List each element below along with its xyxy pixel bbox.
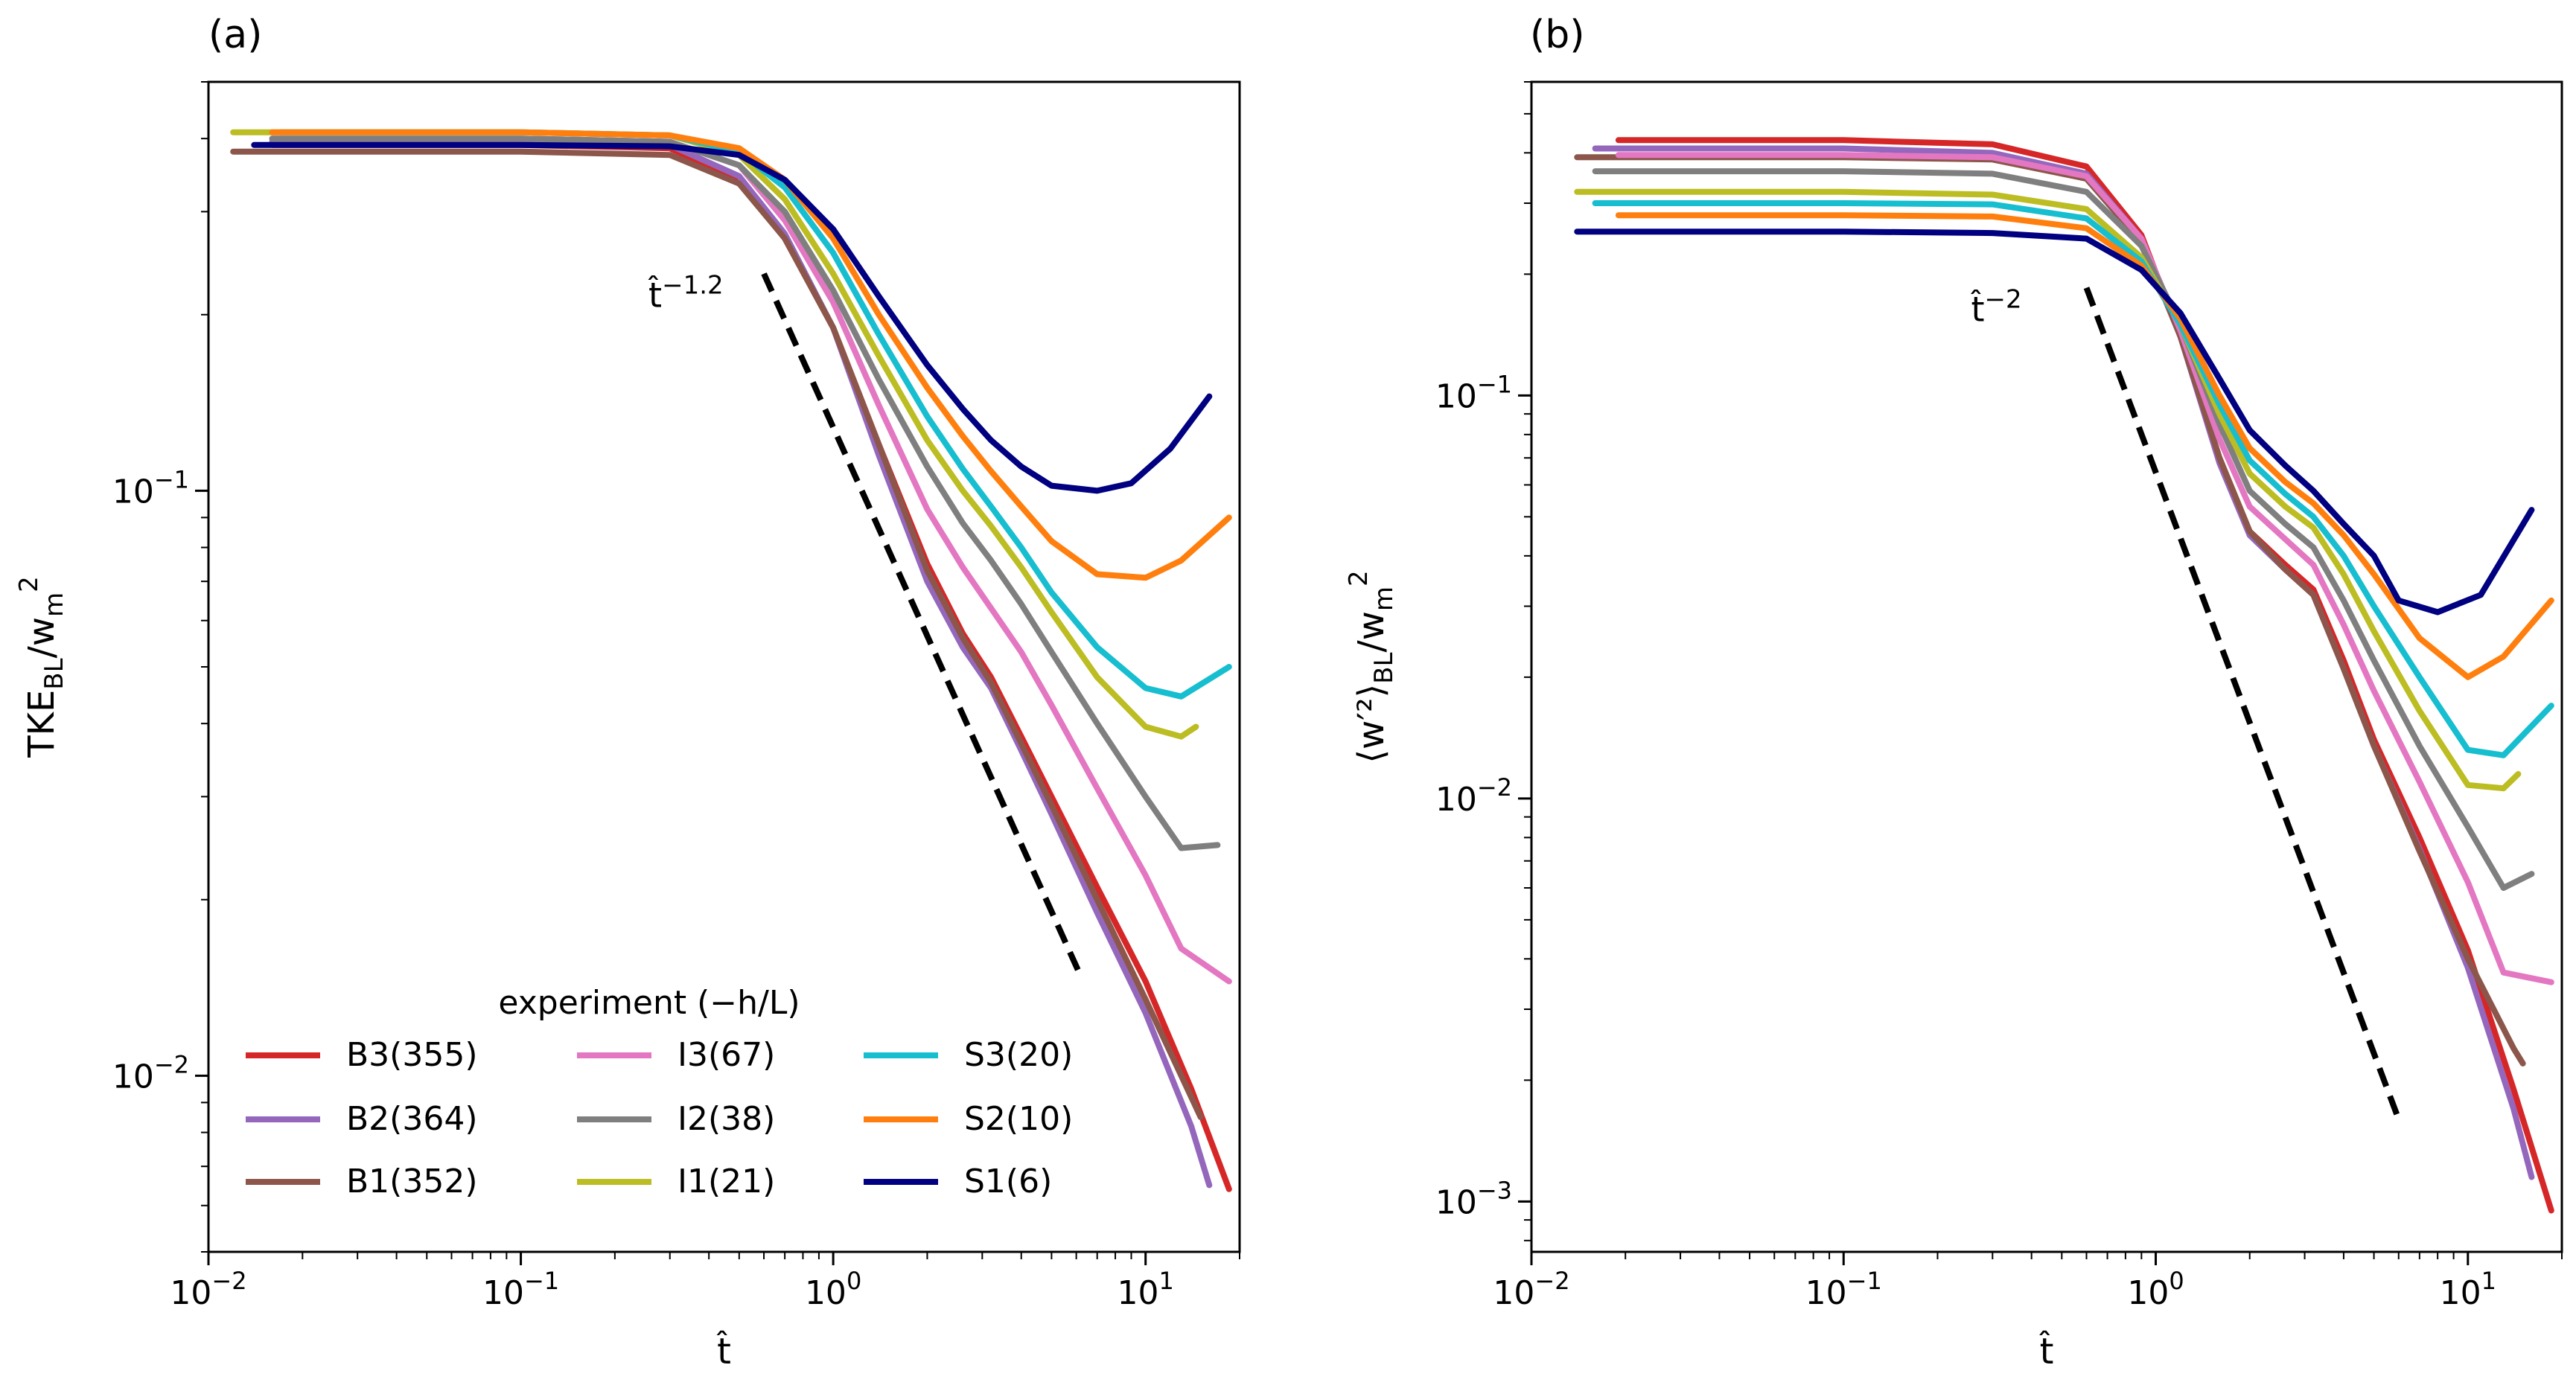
series-line-i2-38 xyxy=(269,135,1221,851)
slope-label-exp-b: −2 xyxy=(1985,285,2022,315)
y-tick-label: 10−2 xyxy=(112,1050,189,1096)
slope-label-base-a: t̂ xyxy=(648,275,662,315)
reference-slope-line-a xyxy=(761,272,1084,978)
series-line-s1-6 xyxy=(1574,228,2535,616)
panel-label-a: (a) xyxy=(208,13,262,57)
legend-entry-label: S2(10) xyxy=(964,1100,1073,1138)
legend-entry-label: S1(6) xyxy=(964,1163,1052,1200)
x-tick-label: 10−2 xyxy=(170,1267,246,1312)
series-line-s2-10 xyxy=(1615,212,2554,680)
series-line-i3-67 xyxy=(269,135,1232,985)
ticks-b: 10−2 10−1 100 101 10−3 10−2 10−1 xyxy=(1435,81,2563,1312)
reference-slope-label-b: t̂−2 xyxy=(1970,285,2021,330)
legend-entry-label: I3(67) xyxy=(678,1036,775,1074)
legend-items: B3(355) B2(364) B1(352) I3(67) I2(38) I1(21) S… xyxy=(246,1036,1073,1200)
x-tick-label: 101 xyxy=(1118,1267,1174,1312)
legend-entry-label: B3(355) xyxy=(346,1036,478,1074)
panel-label-b: (b) xyxy=(1530,13,1585,57)
x-tick-label: 101 xyxy=(2440,1267,2496,1312)
x-tick-label: 10−1 xyxy=(482,1267,559,1312)
y-label-main-b: ⟨w′²⟩ xyxy=(1351,684,1392,764)
y-label-sub-a: BL xyxy=(39,658,69,689)
series-layer-a xyxy=(230,129,1232,1192)
series-line-i2-38 xyxy=(1592,168,2535,891)
legend-entry-label: I1(21) xyxy=(678,1163,775,1200)
series-line-b3-355 xyxy=(1615,137,2554,1214)
ticks-a: 10−2 10−1 100 101 10−2 10−1 xyxy=(112,81,1240,1312)
y-label-tail-sub-b: m xyxy=(1369,586,1399,611)
y-tick-label: 10−2 xyxy=(1435,773,1512,819)
legend-entry-label: S3(20) xyxy=(964,1036,1073,1074)
legend-title: experiment (−h/L) xyxy=(498,984,800,1022)
x-tick-label: 10−1 xyxy=(1805,1267,1882,1312)
legend-entry-label: B1(352) xyxy=(346,1163,478,1200)
y-tick-label: 10−1 xyxy=(1435,370,1512,415)
series-line-i3-67 xyxy=(1615,152,2554,985)
x-tick-label: 100 xyxy=(2127,1267,2184,1312)
x-axis-label-b: t̂ xyxy=(2038,1329,2053,1372)
slope-label-exp-a: −1.2 xyxy=(662,271,724,301)
legend-entry-label: I2(38) xyxy=(678,1100,775,1138)
y-label-sub-b: BL xyxy=(1369,652,1399,683)
y-label-tail-sub-a: m xyxy=(39,592,69,617)
series-layer-b xyxy=(1574,137,2554,1214)
y-label-tail-b: /w xyxy=(1351,611,1392,652)
y-label-tail-a: /w xyxy=(21,617,63,658)
slope-label-base-b: t̂ xyxy=(1970,289,1984,329)
legend-entry-label: B2(364) xyxy=(346,1100,478,1138)
x-tick-label: 100 xyxy=(805,1267,861,1312)
y-tick-label: 10−3 xyxy=(1435,1176,1512,1221)
series-line-b2-364 xyxy=(269,138,1213,1189)
y-tick-label: 10−1 xyxy=(112,465,189,511)
y-label-tail-sup-b: 2 xyxy=(1344,570,1374,586)
series-line-s3-20 xyxy=(277,129,1232,700)
y-label-main-a: TKE xyxy=(21,690,63,758)
y-axis-label-a: TKEBL/wm2 xyxy=(14,576,69,758)
series-line-i1-21 xyxy=(230,129,1199,740)
reference-slope-label-a: t̂−1.2 xyxy=(648,271,724,316)
series-line-s1-6 xyxy=(251,141,1213,494)
y-axis-label-b: ⟨w′²⟩BL/wm2 xyxy=(1344,570,1399,763)
series-line-i1-21 xyxy=(1574,188,2522,792)
y-label-tail-sup-a: 2 xyxy=(14,576,44,592)
series-line-s2-10 xyxy=(269,129,1232,581)
series-line-b1-352 xyxy=(1574,154,2526,1067)
plot-frame-a xyxy=(207,80,1241,1253)
legend: experiment (−h/L) B3(355) B2(364) B1(352) I… xyxy=(246,984,1073,1200)
x-axis-label-a: t̂ xyxy=(716,1329,731,1372)
plot-frame-b xyxy=(1530,80,2563,1253)
x-tick-label: 10−2 xyxy=(1493,1267,1569,1312)
series-line-b1-352 xyxy=(230,148,1204,1120)
series-line-s3-20 xyxy=(1592,200,2554,758)
series-line-b3-355 xyxy=(269,141,1232,1192)
